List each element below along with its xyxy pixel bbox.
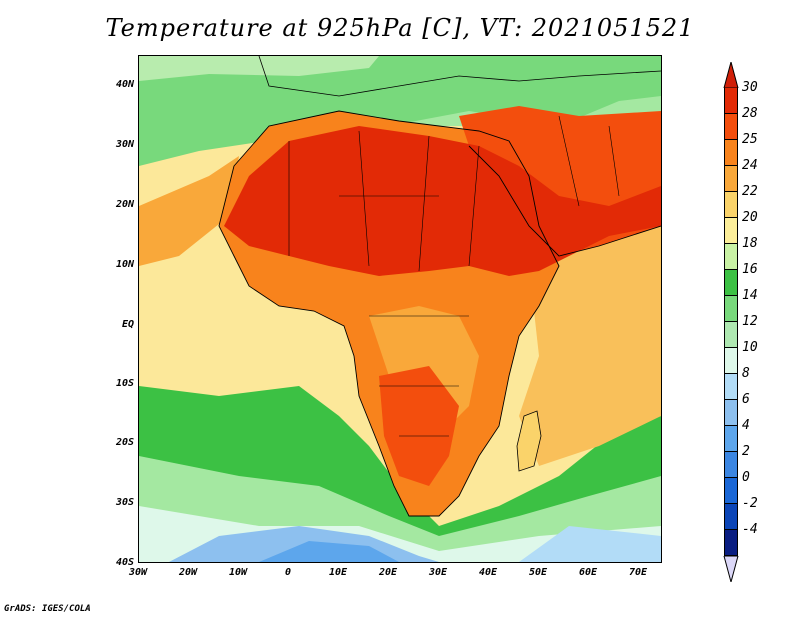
colorbar-box — [724, 296, 738, 322]
colorbar-label: 10 — [742, 340, 758, 355]
lon-label: 30E — [428, 567, 448, 578]
colorbar-label: 14 — [742, 288, 758, 303]
madagascar — [516, 410, 542, 472]
colorbar-label: 2 — [742, 444, 750, 459]
lon-label: 50E — [528, 567, 548, 578]
sahara-hot-core — [224, 126, 661, 276]
south-deep-blue — [259, 541, 399, 562]
colorbar-label: 25 — [742, 132, 758, 147]
lon-label: 60E — [578, 567, 598, 578]
lat-label: 30N — [115, 139, 134, 150]
colorbar-box — [724, 218, 738, 244]
lon-label: 40E — [478, 567, 498, 578]
colorbar-box — [724, 166, 738, 192]
colorbar-label: 6 — [742, 392, 750, 407]
lon-label: 20W — [178, 567, 198, 578]
colorbar-box — [724, 88, 738, 114]
colorbar-box — [724, 192, 738, 218]
colorbar-label: 24 — [742, 158, 758, 173]
country-borders — [288, 115, 620, 437]
colorbar-box — [724, 426, 738, 452]
north-atlantic-pale — [139, 56, 379, 81]
colorbar-box — [724, 114, 738, 140]
lon-label: 0 — [284, 567, 292, 578]
lat-label: 30S — [115, 497, 134, 508]
colorbar-box — [724, 140, 738, 166]
south-east-blue — [519, 526, 661, 562]
colorbar-label: 12 — [742, 314, 758, 329]
lat-label: EQ — [121, 319, 134, 330]
lon-label: 30W — [128, 567, 148, 578]
colorbar-box — [724, 244, 738, 270]
indian-ocean-warm — [519, 226, 661, 466]
colorbar-box — [724, 452, 738, 478]
colorbar-box — [724, 374, 738, 400]
colorbar-label: 16 — [742, 262, 758, 277]
lat-label: 20N — [115, 199, 134, 210]
colorbar-label: 8 — [742, 366, 750, 381]
europe-coastline — [258, 56, 661, 97]
temperature-map — [138, 55, 662, 563]
lat-label: 10S — [115, 378, 134, 389]
colorbar-label: 22 — [742, 184, 758, 199]
lon-label: 10E — [328, 567, 348, 578]
colorbar-label: 20 — [742, 210, 758, 225]
colorbar-box — [724, 400, 738, 426]
colorbar-box — [724, 478, 738, 504]
colorbar-label: 30 — [742, 80, 758, 95]
colorbar-box — [724, 530, 738, 556]
lon-label: 20E — [378, 567, 398, 578]
colorbar-box — [724, 348, 738, 374]
colorbar-bottom-arrow — [723, 556, 739, 582]
colorbar-top-arrow — [723, 62, 739, 88]
map-field — [139, 56, 661, 562]
colorbar-box — [724, 270, 738, 296]
atlantic-warm — [139, 156, 239, 266]
chart-title: Temperature at 925hPa [C], VT: 202105152… — [105, 14, 695, 42]
southern-africa-warm — [379, 366, 459, 486]
arabia-coastline — [468, 145, 661, 257]
lat-label: 10N — [115, 259, 134, 270]
lon-label: 10W — [228, 567, 248, 578]
lat-label: 40S — [115, 557, 134, 568]
colorbar-label: 4 — [742, 418, 750, 433]
colorbar-label: 18 — [742, 236, 758, 251]
colorbar-box — [724, 322, 738, 348]
colorbar-label: -4 — [742, 522, 758, 537]
colorbar-label: -2 — [742, 496, 758, 511]
colorbar-label: 0 — [742, 470, 750, 485]
africa-coastline — [218, 110, 560, 517]
grads-credit: GrADS: IGES/COLA — [4, 604, 91, 614]
lat-label: 20S — [115, 437, 134, 448]
colorbar-box — [724, 504, 738, 530]
colorbar-label: 28 — [742, 106, 758, 121]
lon-label: 70E — [628, 567, 648, 578]
lat-label: 40N — [115, 79, 134, 90]
